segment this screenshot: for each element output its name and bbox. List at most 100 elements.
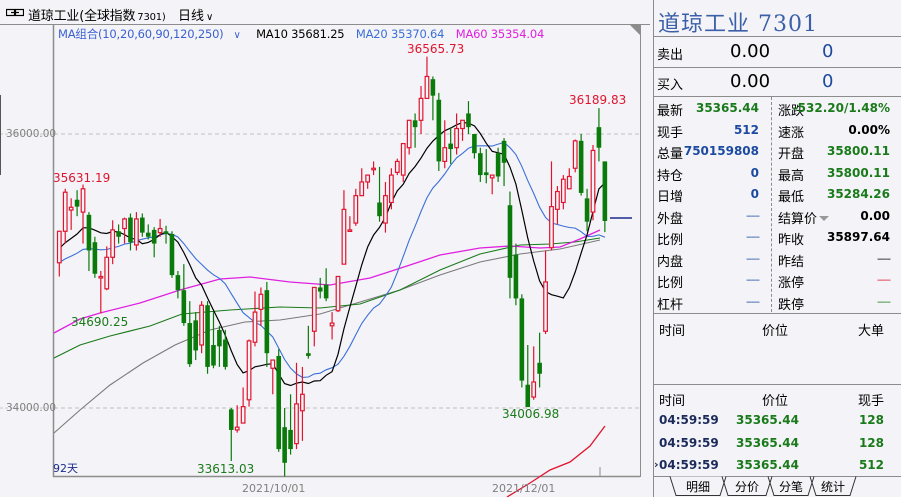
quote-value: 35284.26	[826, 187, 890, 201]
quote-label: 涨跌	[778, 100, 804, 119]
quote-row: 日增 0 最低 35284.26	[654, 183, 901, 205]
annotation-low: 33613.03	[197, 462, 255, 476]
symbol-code: 7301)	[137, 12, 166, 23]
divider	[654, 67, 901, 68]
link-icon[interactable]	[6, 8, 24, 17]
chevron-down-icon: ∨	[233, 30, 241, 41]
quote-row: 外盘 ----- 结算价 0.00	[654, 205, 901, 227]
tick-time: 04:59:59	[659, 413, 719, 427]
panel-tabs: 明细 分价 分笔 统计	[654, 476, 901, 497]
tick-volume: 128	[858, 435, 884, 450]
candlestick-chart[interactable]: 36000.00 34000.00 35631.19 34690.25 3361…	[0, 25, 650, 497]
header-volume: 现手	[857, 394, 884, 409]
tick-volume: 128	[858, 413, 884, 427]
quote-value: 0.00	[860, 208, 890, 223]
quote-label: 外盘	[657, 211, 684, 227]
quote-value: 35897.64	[826, 230, 890, 244]
quote-value: 512	[733, 122, 759, 137]
ma10-value: MA10 35681.25	[256, 27, 345, 41]
header-time: 时间	[659, 324, 686, 339]
bid-row[interactable]: 买入 0.00 0	[654, 67, 901, 97]
header-price: 价位	[762, 324, 789, 339]
ma60-value: MA60 35354.04	[455, 27, 545, 41]
quote-value: -----	[745, 296, 760, 308]
tick-row[interactable]: › 04:59:59 35365.44 512	[654, 453, 901, 477]
quote-value: -----	[876, 296, 891, 308]
bid-volume: 0	[822, 71, 834, 92]
tick-row[interactable]: 04:59:59 35365.44 128	[654, 431, 901, 455]
tab-statistics[interactable]: 统计	[820, 480, 845, 494]
x-axis-label: 2021/10/01	[242, 482, 306, 495]
ma-combo-selector[interactable]: MA组合(10,20,60,90,120,250) ∨	[58, 27, 249, 41]
header-big-order: 大单	[857, 324, 884, 339]
quote-row: 内盘 ----- 昨结 -----	[654, 248, 901, 270]
tick-time: 04:59:59	[659, 435, 719, 450]
quote-label: 跌停	[778, 294, 804, 313]
ask-volume: 0	[822, 41, 834, 62]
ask-label: 卖出	[657, 48, 684, 63]
quote-label: 昨收	[778, 229, 804, 248]
quote-label: 最高	[778, 165, 804, 184]
quote-value: -532.20/1.48%	[792, 101, 890, 115]
quote-value: 35800.11	[826, 144, 890, 158]
symbol-title: 道琼工业(全球指数 7301)	[28, 5, 166, 24]
ask-row[interactable]: 卖出 0.00 0	[654, 37, 901, 67]
tab-price-distribution[interactable]: 分价	[734, 480, 759, 494]
annotation-high: 36565.73	[407, 42, 465, 56]
current-row-marker-icon: ›	[654, 458, 659, 471]
quote-label: 持仓	[657, 168, 684, 184]
caret-down-icon[interactable]	[819, 216, 830, 222]
y-axis-label: 34000.00	[6, 402, 57, 414]
quote-label: 最低	[778, 186, 804, 205]
header-price: 价位	[762, 394, 789, 409]
quote-label[interactable]: 结算价	[778, 208, 830, 227]
quote-label-text: 最高	[778, 168, 805, 184]
chart-canvas[interactable]	[0, 25, 650, 497]
quote-row: 比例 ----- 昨收 35897.64	[654, 226, 901, 248]
ask-price: 0.00	[730, 41, 771, 62]
quote-value: -----	[876, 253, 891, 265]
ma-legend: MA组合(10,20,60,90,120,250) ∨ MA10 35681.25…	[58, 26, 552, 42]
quote-value: -----	[745, 275, 760, 286]
quote-label-text: 跌停	[778, 297, 805, 313]
period-days-label: 92天	[53, 462, 78, 475]
quote-row: 比例 ----- 涨停 -----	[654, 269, 901, 291]
quote-value: -----	[745, 253, 760, 265]
quote-label: 现手	[657, 125, 684, 141]
chart-title-bar: 道琼工业(全球指数 7301) 日线 ∨	[0, 0, 650, 25]
bid-price: 0.00	[730, 71, 771, 92]
tick-row[interactable]: 04:59:59 35365.44 128	[654, 408, 901, 432]
tick-price: 35365.44	[736, 413, 800, 427]
annotation-left-high: 35631.19	[53, 171, 111, 185]
tab-outline	[654, 476, 901, 496]
header-time: 时间	[659, 394, 686, 409]
quote-value: 35365.44	[695, 101, 759, 115]
divider	[654, 313, 901, 314]
quote-value: 750159808	[683, 144, 759, 158]
quote-value: -----	[745, 210, 760, 222]
quote-label-text: 速涨	[778, 125, 805, 141]
quote-value: -----	[745, 232, 760, 243]
quote-row: 最新 35365.44 涨跌 -532.20/1.48%	[654, 97, 901, 119]
y-axis-label: 36000.00	[6, 128, 57, 140]
tab-tick-by-tick[interactable]: 分笔	[778, 480, 803, 494]
quote-label: 比例	[657, 233, 684, 248]
ma20-value: MA20 35370.64	[355, 27, 445, 41]
tick-volume: 512	[858, 458, 884, 472]
ticks-header: 时间 价位 现手	[654, 387, 901, 409]
period-selector[interactable]: 日线 ∨	[178, 5, 213, 24]
tick-price: 35365.44	[736, 458, 800, 472]
quote-label-text: 最低	[778, 190, 805, 205]
quote-row: 现手 512 速涨 0.00%	[654, 119, 901, 141]
divider	[654, 384, 901, 385]
quote-label-text: 开盘	[778, 147, 805, 162]
quote-panel: 道琼工业 7301 卖出 0.00 0 买入 0.00 0 最新 35365.44…	[653, 0, 901, 497]
quote-value: 0.00%	[848, 122, 890, 137]
quote-label: 开盘	[778, 143, 804, 162]
quote-label: 最新	[657, 104, 684, 119]
quote-label-text: 涨停	[778, 276, 805, 291]
tab-detail[interactable]: 明细	[685, 480, 710, 494]
quote-value: 0	[750, 165, 759, 180]
quote-label-text: 结算价	[778, 211, 818, 227]
quote-label: 杠杆	[657, 297, 684, 313]
